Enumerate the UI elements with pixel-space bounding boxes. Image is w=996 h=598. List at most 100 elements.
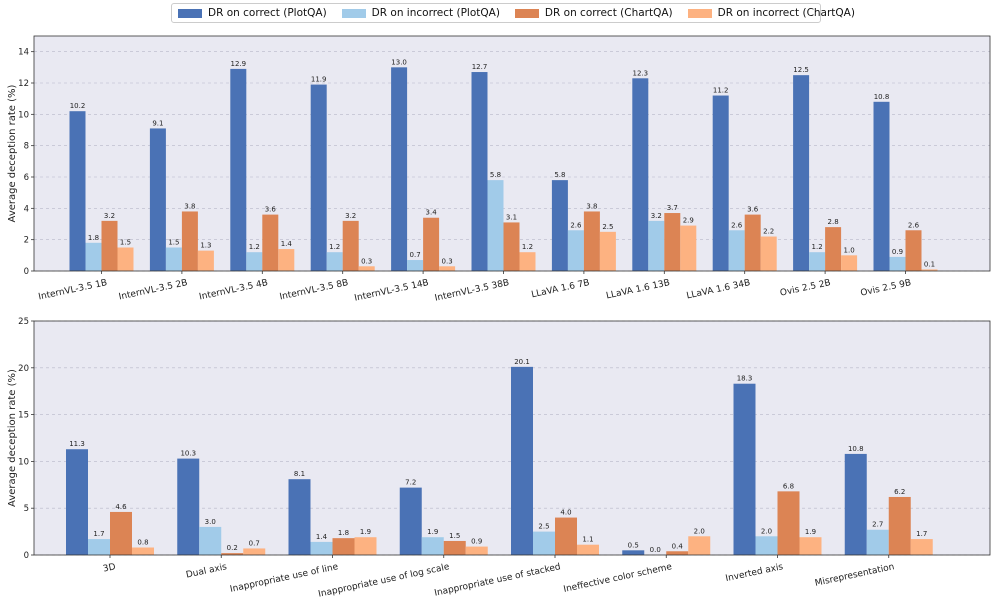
data-label: 2.0 xyxy=(761,527,772,535)
data-label: 0.7 xyxy=(410,251,421,259)
data-label: 1.2 xyxy=(812,243,823,251)
bar xyxy=(744,214,761,271)
data-label: 1.2 xyxy=(329,243,340,251)
data-label: 7.2 xyxy=(405,479,416,487)
x-tick-label: InternVL-3.5 14B xyxy=(354,278,430,304)
data-label: 0.1 xyxy=(924,260,935,268)
bar xyxy=(288,479,311,555)
bar xyxy=(622,550,645,555)
data-label: 1.7 xyxy=(93,530,104,538)
data-label: 0.5 xyxy=(628,541,639,549)
bar xyxy=(666,551,689,555)
data-label: 2.0 xyxy=(694,527,705,535)
y-tick-label: 5 xyxy=(24,504,29,514)
bar xyxy=(825,227,842,271)
bar xyxy=(777,491,800,555)
bar xyxy=(567,230,584,271)
bar xyxy=(132,547,154,555)
data-label: 4.6 xyxy=(115,503,127,511)
data-label: 8.1 xyxy=(294,470,305,478)
data-label: 0.4 xyxy=(672,542,684,550)
legend-swatch xyxy=(687,8,712,18)
data-label: 3.6 xyxy=(265,206,277,214)
y-tick-label: 2 xyxy=(24,236,29,246)
x-tick-label: Inverted axis xyxy=(725,562,785,584)
data-label: 10.8 xyxy=(874,93,890,101)
data-label: 3.4 xyxy=(426,209,438,217)
legend-swatch xyxy=(514,8,539,18)
data-label: 4.0 xyxy=(560,509,571,517)
data-label: 3.2 xyxy=(104,212,115,220)
bar xyxy=(471,72,488,272)
x-tick-label: LLaVA 1.6 13B xyxy=(605,278,671,301)
bar xyxy=(866,529,889,555)
data-label: 2.2 xyxy=(763,228,774,236)
data-label: 0.8 xyxy=(137,539,148,547)
data-label: 0.7 xyxy=(249,539,260,547)
x-tick-label: LLaVA 1.6 7B xyxy=(531,278,591,300)
data-label: 1.8 xyxy=(338,529,349,537)
bar xyxy=(165,247,182,271)
data-label: 20.1 xyxy=(514,358,530,366)
bar xyxy=(181,211,198,271)
data-label: 0.2 xyxy=(227,544,238,552)
bar xyxy=(354,537,377,555)
x-tick-label: Misrepresentation xyxy=(814,562,895,589)
bar xyxy=(519,252,536,271)
data-label: 2.6 xyxy=(570,221,582,229)
data-label: 0.0 xyxy=(650,546,661,554)
data-label: 0.3 xyxy=(361,257,372,265)
x-tick-label: LLaVA 1.6 34B xyxy=(686,278,752,301)
legend-swatch xyxy=(341,8,366,18)
bar xyxy=(149,128,166,271)
data-label: 5.8 xyxy=(554,171,565,179)
data-label: 3.6 xyxy=(747,206,759,214)
bar xyxy=(680,225,697,271)
bar xyxy=(310,541,333,555)
bar xyxy=(88,539,110,555)
y-tick-label: 0 xyxy=(24,267,29,277)
bar xyxy=(278,249,295,271)
bar xyxy=(421,537,444,555)
data-label: 13.0 xyxy=(391,58,407,66)
data-label: 0.9 xyxy=(471,538,482,546)
x-tick-label: 3D xyxy=(102,562,117,574)
data-label: 11.2 xyxy=(713,87,729,95)
bar xyxy=(728,230,745,271)
bar xyxy=(101,220,118,271)
bar xyxy=(310,84,327,271)
legend-label: DR on incorrect (PlotQA) xyxy=(371,7,500,19)
data-label: 3.2 xyxy=(345,212,356,220)
bar xyxy=(905,230,922,271)
bar xyxy=(533,531,555,555)
data-label: 1.9 xyxy=(360,528,371,536)
bar xyxy=(407,260,424,271)
bar xyxy=(117,247,134,271)
bar xyxy=(197,250,214,271)
data-label: 2.5 xyxy=(602,223,613,231)
data-label: 12.7 xyxy=(472,63,488,71)
bar xyxy=(583,211,600,271)
data-label: 2.5 xyxy=(538,523,549,531)
y-tick-label: 20 xyxy=(18,364,29,374)
plot-frame xyxy=(33,320,991,556)
bar xyxy=(809,252,826,271)
data-label: 11.3 xyxy=(69,440,85,448)
bar xyxy=(199,526,222,555)
bar xyxy=(873,101,890,271)
chart-panel-1: 0 2 4 6 8 10 12 14 Average deception rate (%) 10.… xyxy=(7,35,991,304)
data-label: 1.4 xyxy=(316,533,328,541)
data-label: 10.2 xyxy=(70,102,86,110)
bar xyxy=(688,536,711,555)
data-label: 6.8 xyxy=(783,482,794,490)
bar xyxy=(110,511,132,555)
data-label: 1.5 xyxy=(168,239,179,247)
bar xyxy=(243,548,266,555)
bar xyxy=(443,540,466,555)
legend-label: DR on correct (PlotQA) xyxy=(208,7,327,19)
data-label: 1.0 xyxy=(844,246,855,254)
y-tick-label: 0 xyxy=(24,551,29,561)
bar xyxy=(423,217,440,271)
legend-item: DR on correct (ChartQA) xyxy=(514,7,673,19)
